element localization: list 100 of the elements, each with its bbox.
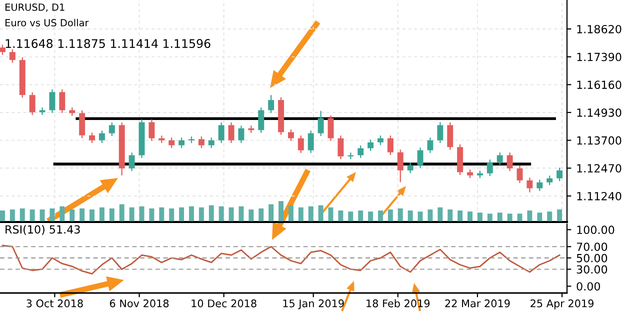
candlestick: [417, 146, 424, 168]
bar: [149, 208, 154, 222]
candlestick: [268, 94, 274, 114]
candlestick: [238, 125, 244, 144]
candlestick: [546, 175, 553, 186]
annotation: 1.11648 1.11875 1.11414 1.11596: [6, 39, 210, 48]
bar: [30, 209, 35, 222]
candlestick: [387, 135, 394, 156]
bar: [109, 208, 114, 222]
candlestick: [228, 122, 234, 144]
bar: [537, 212, 542, 222]
bar: [458, 210, 463, 222]
bar: [218, 206, 224, 222]
bar: [388, 209, 393, 222]
candlestick: [486, 158, 493, 177]
candlestick: [308, 130, 314, 154]
x-tick-label: 10 Dec 2018: [192, 299, 256, 308]
y-tick-label: 1.13700: [577, 136, 622, 145]
candlestick: [98, 130, 105, 144]
candlestick: [397, 149, 404, 183]
x-tick-label: 3 Oct 2018: [26, 299, 83, 308]
bar: [208, 205, 214, 222]
candlestick: [108, 122, 115, 137]
candlestick: [506, 152, 513, 172]
bar: [428, 209, 433, 222]
line-series: [2, 244, 560, 274]
bar: [497, 212, 502, 222]
candlestick: [49, 88, 56, 114]
bar: [129, 207, 134, 222]
candlestick: [168, 137, 175, 149]
candlestick: [318, 110, 324, 137]
bar: [507, 214, 512, 222]
x-tick-label: 25 Apr 2019: [530, 299, 594, 310]
bar: [159, 207, 164, 222]
candlestick: [128, 152, 135, 172]
candlestick: [218, 122, 224, 144]
candlestick: [427, 137, 434, 154]
x-tick-label: 6 Nov 2018: [110, 299, 169, 308]
bar: [0, 210, 5, 222]
bar: [438, 207, 443, 222]
candlestick: [328, 114, 334, 142]
candlestick: [198, 136, 204, 149]
candlestick: [437, 122, 444, 144]
candlestick: [208, 137, 214, 149]
candlestick: [447, 122, 454, 150]
bar: [198, 207, 204, 222]
candlestick: [29, 92, 36, 116]
y-tick-label: 1.14930: [577, 108, 622, 117]
candlestick: [358, 144, 364, 159]
bar: [487, 214, 492, 222]
bar: [179, 207, 184, 222]
y-tick-label: 1.11240: [577, 192, 622, 200]
bar: [477, 212, 482, 222]
candlestick: [89, 132, 95, 144]
candlestick: [79, 110, 86, 139]
bar: [318, 205, 324, 222]
bar: [527, 210, 532, 222]
bar: [468, 212, 472, 222]
chart-title: RSI(10) 51.43: [6, 225, 80, 235]
bar: [90, 209, 94, 222]
bar: [99, 207, 104, 222]
bar: [298, 207, 304, 222]
bar: [258, 208, 264, 222]
bar: [20, 208, 25, 222]
x-tick-label: 22 Mar 2019: [445, 299, 510, 308]
bar: [119, 204, 124, 222]
bar: [169, 208, 174, 222]
y-tick-label: 1.17390: [577, 52, 622, 62]
candlestick: [378, 135, 384, 146]
bar: [547, 212, 552, 222]
bar: [338, 210, 344, 222]
bar: [398, 208, 403, 222]
candlestick: [59, 88, 66, 114]
candlestick: [526, 177, 533, 193]
y-tick-label: 100.00: [577, 226, 614, 234]
bar: [238, 206, 244, 222]
bar: [348, 212, 354, 222]
bar: [60, 206, 65, 222]
bar: [50, 208, 55, 222]
candlestick: [516, 165, 523, 184]
candlestick: [39, 106, 46, 116]
bar: [358, 210, 364, 222]
candlestick: [178, 137, 185, 149]
text: Euro vs US Dollar: [5, 18, 89, 26]
bar: [228, 207, 234, 222]
y-tick-label: 30.00: [576, 265, 608, 274]
chart-title: EURUSD, D1: [5, 4, 64, 12]
bar: [80, 208, 85, 222]
candlestick: [258, 106, 264, 134]
bar: [448, 209, 453, 222]
candlestick: [148, 118, 155, 142]
candlestick: [556, 167, 563, 182]
bar: [368, 212, 374, 222]
y-tick-label: 70.00: [576, 242, 608, 251]
bar: [408, 210, 413, 222]
candlestick: [9, 48, 16, 64]
bar: [70, 209, 75, 222]
bar: [288, 205, 294, 222]
bar: [268, 204, 274, 222]
y-tick-label: 1.18620: [577, 24, 622, 34]
